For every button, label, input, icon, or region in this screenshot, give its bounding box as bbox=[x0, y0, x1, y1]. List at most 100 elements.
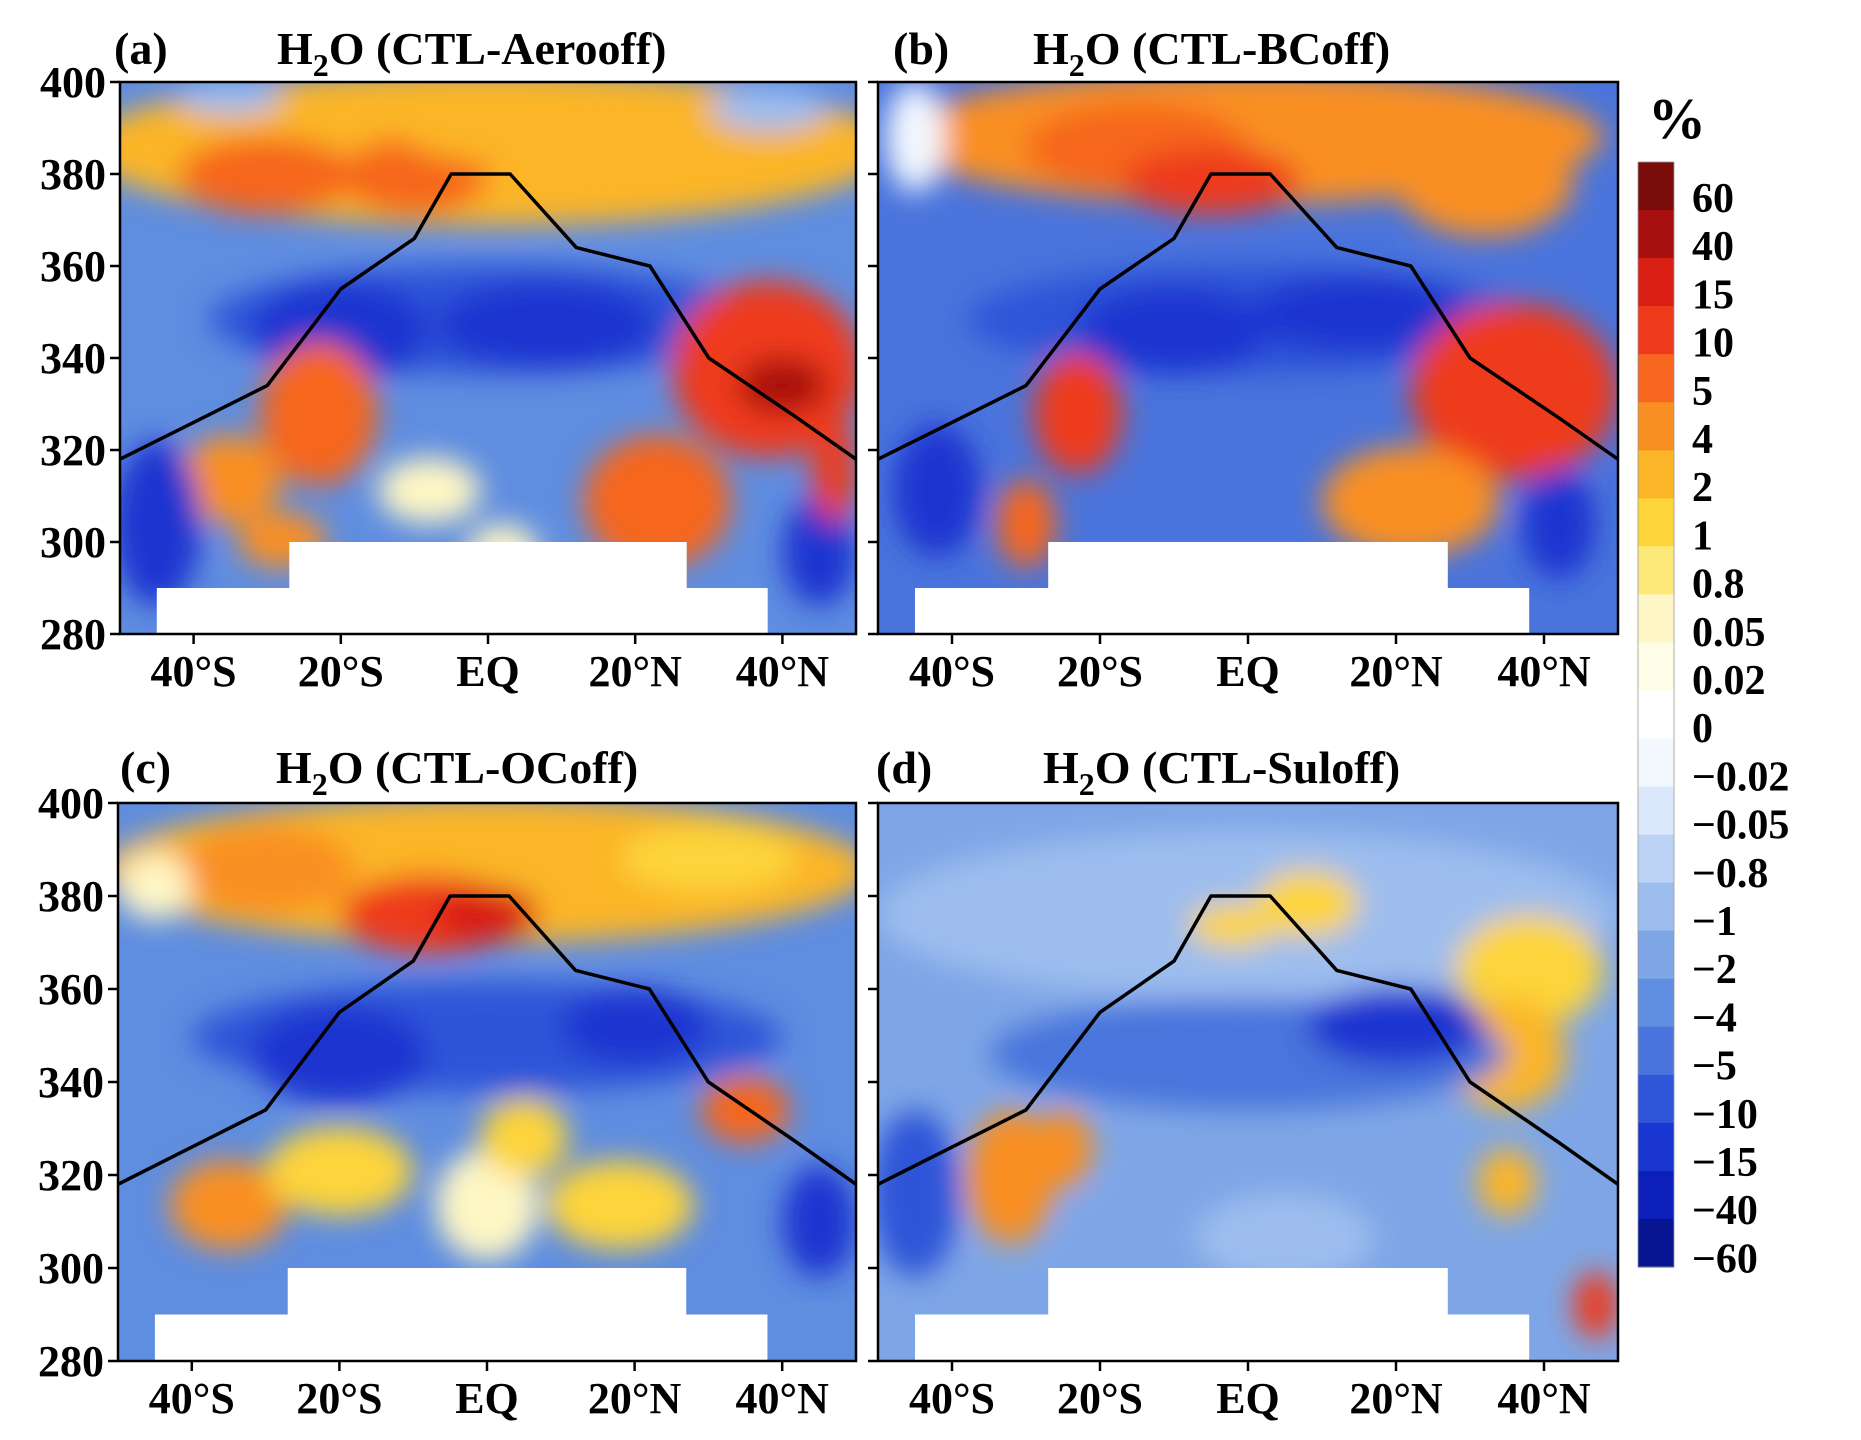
x-tick-label: 40°S bbox=[909, 647, 995, 696]
colorbar-swatch bbox=[1638, 1122, 1674, 1172]
colorbar-label: −60 bbox=[1692, 1236, 1758, 1282]
y-tick-label: 300 bbox=[40, 518, 106, 567]
field-blob bbox=[782, 496, 856, 607]
field-blob bbox=[436, 280, 658, 370]
field-blob bbox=[1307, 987, 1485, 1066]
y-tick-label: 300 bbox=[38, 1244, 104, 1293]
panel-c: 400 380 360 340 320 300 280 40°S 20°S EQ 20°N 40°N (… bbox=[38, 742, 858, 1423]
colorbar-swatch bbox=[1638, 354, 1674, 403]
topography-mask bbox=[915, 542, 1530, 634]
topography-mask bbox=[915, 1268, 1530, 1361]
colorbar-swatch bbox=[1638, 1026, 1674, 1076]
colorbar-swatch bbox=[1638, 882, 1674, 932]
colorbar-label: −4 bbox=[1692, 995, 1737, 1041]
colorbar-swatch bbox=[1638, 930, 1674, 980]
field-blob bbox=[178, 82, 282, 116]
colorbar-label: 1 bbox=[1692, 513, 1713, 559]
colorbar-label: 10 bbox=[1692, 321, 1734, 367]
x-tick-label: 20°S bbox=[296, 1374, 382, 1423]
field-blob bbox=[1255, 869, 1359, 937]
colorbar-swatch bbox=[1638, 258, 1674, 307]
colorbar-swatch bbox=[1638, 786, 1674, 836]
panel-d: 40°S 20°S EQ 20°N 40°N (d) H2O (CTL-Suloff) bbox=[868, 742, 1620, 1423]
field-blob bbox=[250, 1003, 428, 1105]
colorbar-label: 2 bbox=[1692, 465, 1713, 511]
x-tick-label: 40°N bbox=[1497, 647, 1591, 696]
field-blob bbox=[1248, 275, 1470, 353]
field-blob bbox=[479, 1098, 569, 1177]
tropopause-line bbox=[878, 894, 1618, 1186]
field-blob bbox=[583, 435, 731, 568]
colorbar-label: 60 bbox=[1692, 176, 1734, 222]
colorbar-label: −5 bbox=[1692, 1044, 1737, 1090]
x-tick-label: EQ bbox=[456, 647, 520, 696]
panels-layer: 400 380 360 340 320 300 280 40°S 20°S EQ 20°N 40°N (… bbox=[38, 23, 1620, 1423]
colorbar-swatch bbox=[1638, 978, 1674, 1028]
field-blob bbox=[1196, 1193, 1374, 1283]
colorbar-swatch bbox=[1638, 402, 1674, 451]
field-blob bbox=[546, 1160, 694, 1250]
field-blob bbox=[1455, 914, 1604, 1027]
x-tick-label: 40°S bbox=[149, 1374, 235, 1423]
x-tick-label: 20°N bbox=[589, 647, 683, 696]
x-tick-label: 20°S bbox=[1057, 1374, 1143, 1423]
x-tick-label: 40°S bbox=[151, 647, 237, 696]
field-blob bbox=[1477, 1148, 1537, 1216]
field-blob bbox=[118, 853, 192, 921]
colorbar-swatch bbox=[1638, 834, 1674, 884]
field-blob bbox=[619, 825, 797, 893]
y-tick-label: 320 bbox=[38, 1151, 104, 1200]
field-blob bbox=[120, 440, 201, 607]
panel-title: H2O (CTL-Suloff) bbox=[1043, 742, 1400, 802]
panel-label: (c) bbox=[120, 742, 171, 793]
panel-title: H2O (CTL-BCoff) bbox=[1033, 23, 1390, 83]
field-blob bbox=[169, 1160, 288, 1250]
y-tick-label: 340 bbox=[38, 1058, 104, 1107]
colorbar-label: 40 bbox=[1692, 224, 1734, 270]
field-blob bbox=[259, 341, 378, 485]
field-blob bbox=[1033, 1109, 1093, 1189]
colorbar-swatch bbox=[1638, 1170, 1674, 1220]
tropopause-line bbox=[878, 172, 1618, 461]
colorbar: %6040151054210.80.050.020−0.02−0.05−0.8−… bbox=[1637, 86, 1789, 1282]
colorbar-label: −0.02 bbox=[1692, 754, 1789, 800]
colorbar-swatch bbox=[1638, 306, 1674, 355]
panel-a: 400 380 360 340 320 300 280 40°S 20°S EQ 20°N 40°N (… bbox=[40, 23, 858, 696]
colorbar-unit: % bbox=[1648, 86, 1706, 151]
field-blob bbox=[996, 479, 1056, 568]
x-tick-label: 20°N bbox=[1349, 1374, 1443, 1423]
colorbar-label: −40 bbox=[1692, 1188, 1758, 1234]
x-tick-label: 40°S bbox=[909, 1374, 995, 1423]
colorbar-swatch bbox=[1638, 690, 1674, 740]
y-tick-label: 400 bbox=[40, 58, 106, 107]
field-blob bbox=[177, 825, 355, 915]
colorbar-label: 5 bbox=[1692, 369, 1713, 415]
colorbar-swatch bbox=[1638, 642, 1674, 692]
panel-label: (d) bbox=[876, 742, 932, 793]
colorbar-label: 0.05 bbox=[1692, 610, 1766, 656]
field-blob bbox=[892, 424, 982, 557]
panel-b: 40°S 20°S EQ 20°N 40°N (b) H2O (CTL-BCoff) bbox=[868, 23, 1620, 696]
colorbar-label: −1 bbox=[1692, 899, 1737, 945]
colorbar-label: 0.8 bbox=[1692, 562, 1745, 608]
y-tick-label: 380 bbox=[38, 872, 104, 921]
x-tick-label: 20°N bbox=[1349, 647, 1443, 696]
field-blob bbox=[966, 1109, 1056, 1244]
y-tick-label: 360 bbox=[38, 965, 104, 1014]
field-blob bbox=[560, 987, 709, 1066]
y-tick-label: 340 bbox=[40, 334, 106, 383]
topography-mask bbox=[156, 542, 768, 634]
colorbar-swatch bbox=[1638, 162, 1674, 211]
colorbar-label: −10 bbox=[1692, 1092, 1758, 1138]
x-tick-label: 20°N bbox=[588, 1374, 682, 1423]
field-blob bbox=[178, 435, 282, 524]
x-tick-label: EQ bbox=[455, 1374, 519, 1423]
y-tick-label: 320 bbox=[40, 426, 106, 475]
colorbar-label: 0 bbox=[1692, 706, 1713, 752]
colorbar-swatch bbox=[1638, 594, 1674, 644]
x-tick-label: 40°N bbox=[736, 1374, 830, 1423]
field-blob bbox=[1396, 126, 1574, 237]
field-blob bbox=[1521, 468, 1596, 579]
field-blob bbox=[738, 358, 827, 414]
